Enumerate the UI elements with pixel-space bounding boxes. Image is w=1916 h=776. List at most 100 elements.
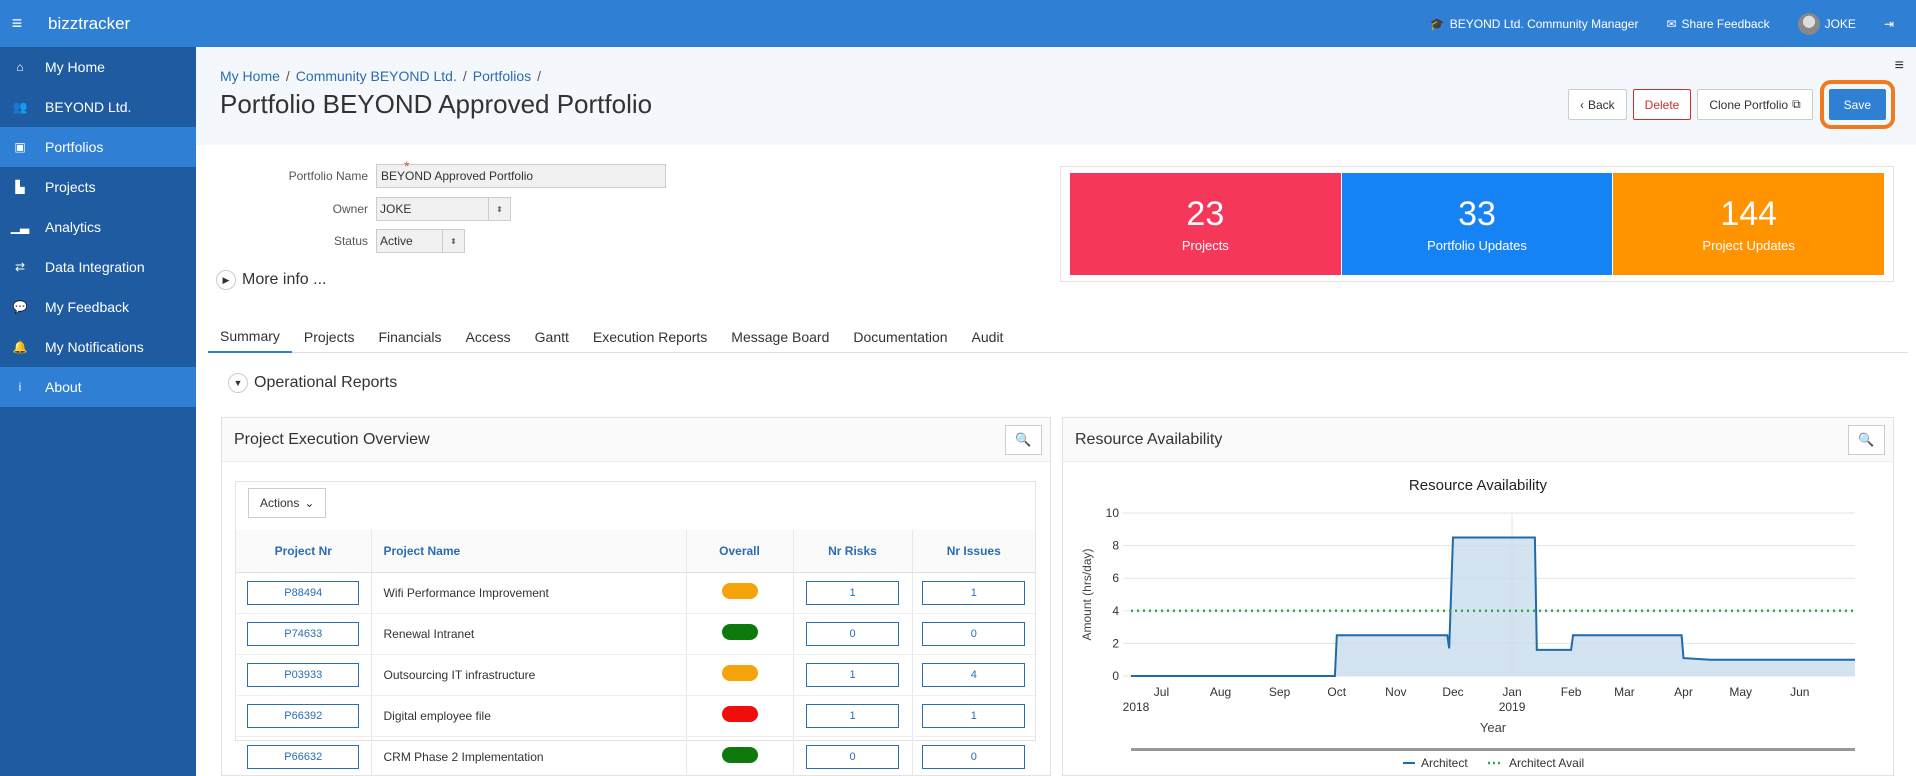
project-nr-button[interactable]: P66392	[247, 703, 360, 728]
col-nr-issues[interactable]: Nr Issues	[912, 530, 1035, 573]
copy-icon: ⧉	[1792, 97, 1801, 111]
owner-row: Owner JOKE ⬍	[196, 197, 511, 221]
stat-project-updates[interactable]: 144 Project Updates	[1613, 173, 1885, 275]
sidebar-item-label: Portfolios	[45, 139, 104, 155]
issues-button[interactable]: 4	[922, 662, 1026, 687]
owner-select[interactable]: JOKE ⬍	[376, 197, 511, 221]
actions-label: Actions	[260, 496, 300, 510]
share-feedback-link[interactable]: ✉ Share Feedback	[1666, 17, 1769, 31]
project-nr-button[interactable]: P66632	[247, 744, 360, 769]
clone-portfolio-button[interactable]: Clone Portfolio ⧉	[1697, 89, 1813, 120]
menu-icon[interactable]: ≡	[11, 13, 23, 33]
search-icon: 🔍	[1015, 432, 1032, 447]
sidebar-item-analytics[interactable]: ▁▃ Analytics	[0, 207, 196, 247]
status-select[interactable]: Active ⬍	[376, 229, 465, 253]
stats-panel: 23 Projects 33 Portfolio Updates 144 Pro…	[1060, 166, 1894, 282]
comments-icon: 💬	[12, 300, 28, 314]
sidebar-item-portfolios[interactable]: ▣ Portfolios	[0, 127, 196, 167]
project-nr-button[interactable]: P88494	[247, 580, 360, 605]
tab-execution-reports[interactable]: Execution Reports	[592, 328, 708, 345]
y-tick-label: 0	[1112, 669, 1119, 683]
stat-portfolio-updates[interactable]: 33 Portfolio Updates	[1341, 173, 1613, 275]
overall-status-indicator	[721, 747, 758, 763]
tab-access[interactable]: Access	[465, 328, 511, 345]
tab-message-board[interactable]: Message Board	[731, 328, 830, 345]
table-row: P03933 Outsourcing IT infrastructure 1 4	[236, 654, 1035, 696]
tab-documentation[interactable]: Documentation	[853, 328, 948, 345]
risks-button[interactable]: 1	[806, 662, 899, 687]
stat-value: 23	[1186, 195, 1225, 233]
stat-projects[interactable]: 23 Projects	[1070, 173, 1341, 275]
app-brand[interactable]: bizztracker	[48, 13, 131, 33]
role-link[interactable]: 🎓 BEYOND Ltd. Community Manager	[1430, 17, 1639, 31]
save-button[interactable]: Save	[1819, 80, 1896, 129]
project-nr-button[interactable]: P03933	[247, 662, 360, 687]
sidebar-item-label: Data Integration	[45, 259, 145, 275]
operational-reports-label: Operational Reports	[254, 374, 398, 391]
envelope-icon: ✉	[1666, 16, 1677, 31]
breadcrumb-community[interactable]: Community BEYOND Ltd.	[295, 68, 457, 84]
risks-cell: 0	[793, 613, 913, 655]
issues-cell: 1	[912, 695, 1035, 737]
issues-button[interactable]: 1	[922, 580, 1026, 605]
list-menu-icon[interactable]: ≡	[1894, 57, 1904, 74]
table-row: P74633 Renewal Intranet 0 0	[236, 613, 1035, 655]
stat-value: 33	[1458, 195, 1496, 233]
tab-audit[interactable]: Audit	[971, 328, 1004, 345]
risks-cell: 1	[793, 695, 913, 737]
tab-gantt[interactable]: Gantt	[534, 328, 569, 345]
sidebar-item-beyond[interactable]: 👥 BEYOND Ltd.	[0, 87, 196, 127]
issues-button[interactable]: 0	[922, 621, 1026, 646]
x-tick-label: Dec	[1442, 685, 1463, 699]
tab-financials[interactable]: Financials	[378, 328, 442, 345]
sidebar-item-projects[interactable]: ▙ Projects	[0, 167, 196, 207]
more-info-toggle[interactable]: ▶ More info ...	[216, 270, 326, 290]
col-project-nr[interactable]: Project Nr	[236, 530, 372, 573]
tab-summary[interactable]: Summary	[208, 320, 292, 353]
back-label: Back	[1587, 97, 1615, 112]
risks-button[interactable]: 1	[806, 703, 899, 728]
sidebar-item-my-notifications[interactable]: 🔔 My Notifications	[0, 327, 196, 367]
project-name-cell: Outsourcing IT infrastructure	[371, 654, 687, 696]
select-caret-icon: ⬍	[488, 198, 510, 220]
overall-cell	[686, 695, 794, 737]
back-button[interactable]: ‹ Back	[1567, 89, 1627, 120]
risks-button[interactable]: 1	[806, 580, 899, 605]
project-nr-cell: P66392	[236, 695, 372, 737]
search-button[interactable]: 🔍	[1848, 425, 1885, 455]
y-tick-label: 4	[1112, 604, 1119, 618]
project-nr-button[interactable]: P74633	[247, 621, 360, 646]
logout-icon[interactable]: ⇥	[1883, 16, 1894, 31]
avatar	[1797, 12, 1820, 35]
sidebar-item-my-feedback[interactable]: 💬 My Feedback	[0, 287, 196, 327]
risks-button[interactable]: 0	[806, 744, 899, 769]
col-project-name[interactable]: Project Name	[371, 530, 687, 573]
delete-button[interactable]: Delete	[1632, 89, 1692, 120]
col-nr-risks[interactable]: Nr Risks	[793, 530, 913, 573]
y-axis-label: Amount (hrs/day)	[1080, 548, 1094, 640]
search-button[interactable]: 🔍	[1005, 425, 1042, 455]
x-tick-label: Feb	[1561, 685, 1582, 699]
stat-label: Project Updates	[1702, 238, 1795, 253]
sidebar-item-about[interactable]: i About	[0, 367, 196, 407]
portfolio-name-row: Portfolio Name * BEYOND Approved Portfol…	[196, 158, 666, 188]
breadcrumb-portfolios[interactable]: Portfolios	[472, 68, 532, 84]
stat-label: Projects	[1181, 238, 1229, 253]
y-tick-label: 10	[1106, 506, 1120, 520]
portfolio-name-input[interactable]: BEYOND Approved Portfolio	[376, 164, 666, 188]
sidebar-item-data-integration[interactable]: ⇄ Data Integration	[0, 247, 196, 287]
sidebar-item-my-home[interactable]: ⌂ My Home	[0, 47, 196, 87]
caret-down-icon: ▼	[228, 373, 248, 393]
more-info-label: More info ...	[242, 271, 327, 288]
risks-button[interactable]: 0	[806, 621, 899, 646]
actions-dropdown[interactable]: Actions ⌄	[248, 488, 327, 518]
play-icon: ▶	[216, 270, 236, 290]
operational-reports-toggle[interactable]: ▼ Operational Reports	[228, 373, 397, 393]
col-overall[interactable]: Overall	[686, 530, 794, 573]
tab-projects[interactable]: Projects	[303, 328, 355, 345]
issues-button[interactable]: 0	[922, 744, 1026, 769]
project-nr-cell: P03933	[236, 654, 372, 696]
issues-button[interactable]: 1	[922, 703, 1026, 728]
breadcrumb-home[interactable]: My Home	[220, 68, 280, 84]
user-menu[interactable]: JOKE	[1797, 12, 1856, 35]
